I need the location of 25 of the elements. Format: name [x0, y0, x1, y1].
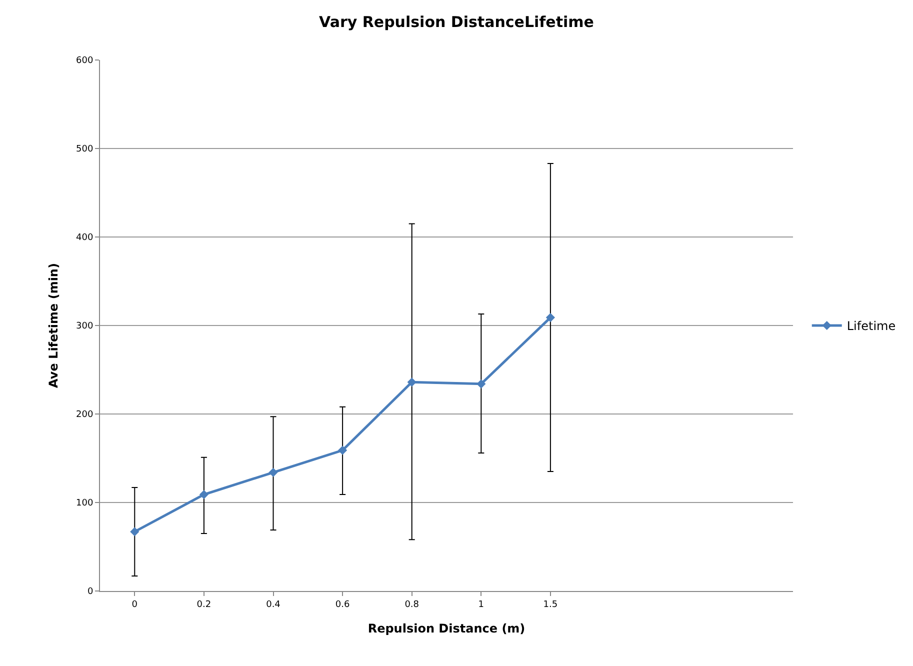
y-tick-label: 0	[87, 587, 94, 598]
point	[338, 446, 348, 455]
legend-label: Lifetime	[846, 319, 896, 334]
y-tick-label: 500	[76, 144, 94, 155]
y-tick-label: 600	[76, 56, 94, 66]
y-tick-label: 200	[76, 410, 94, 420]
y-tick-label: 400	[76, 233, 94, 244]
point	[268, 468, 278, 477]
point	[407, 378, 416, 387]
y-tick-label: 300	[76, 322, 94, 332]
x-tick-label: 1	[478, 600, 484, 610]
y-axis-title: Ave Lifetime (min)	[46, 263, 60, 388]
x-tick-label: 1.5	[543, 600, 558, 610]
chart-title: Vary Repulsion DistanceLifetime	[319, 13, 594, 32]
point	[199, 490, 208, 500]
point	[476, 379, 486, 388]
x-tick-label: 0.8	[404, 600, 420, 610]
point	[546, 312, 555, 322]
x-tick-label: 0.4	[266, 600, 281, 610]
x-axis-title: Repulsion Distance (m)	[368, 622, 526, 636]
y-tick-label: 100	[76, 498, 94, 509]
x-tick-label: 0.6	[335, 600, 350, 610]
x-tick-label: 0.2	[196, 600, 212, 610]
x-tick-label: 0	[132, 600, 138, 610]
point	[130, 527, 140, 536]
